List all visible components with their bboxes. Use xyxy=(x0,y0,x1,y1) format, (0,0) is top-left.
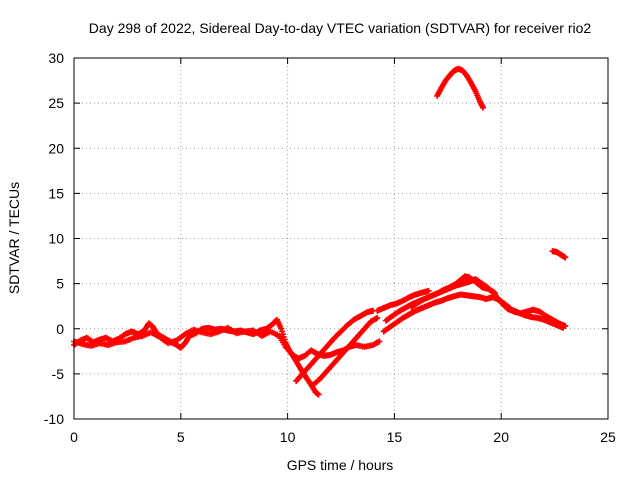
chart-title: Day 298 of 2022, Sidereal Day-to-day VTE… xyxy=(89,20,592,36)
series-track-e xyxy=(380,291,567,335)
series-track-b xyxy=(71,324,383,362)
x-axis-ticks: 0 5 10 15 20 25 xyxy=(70,58,616,445)
x-tick-label: 20 xyxy=(493,429,509,445)
x-tick-label: 15 xyxy=(387,429,403,445)
y-tick-label: 15 xyxy=(48,185,64,201)
x-axis-label: GPS time / hours xyxy=(287,457,394,473)
data-point xyxy=(562,254,569,261)
data-point xyxy=(562,323,569,330)
data-point xyxy=(374,314,381,321)
y-tick-label: 25 xyxy=(48,95,64,111)
series-track-d xyxy=(310,314,381,388)
data-point xyxy=(425,287,432,294)
y-tick-label: 0 xyxy=(56,321,64,337)
data-point xyxy=(376,338,383,345)
y-tick-label: -5 xyxy=(52,366,65,382)
x-tick-label: 25 xyxy=(600,429,616,445)
plot-frame xyxy=(73,57,609,420)
grid-lines xyxy=(74,58,608,419)
y-tick-label: -10 xyxy=(44,411,64,427)
series-track-j xyxy=(549,248,569,261)
y-axis-ticks: -10 -5 0 5 10 15 20 25 30 xyxy=(44,50,608,427)
x-tick-label: 0 xyxy=(70,429,78,445)
y-tick-label: 20 xyxy=(48,140,64,156)
series-track-h xyxy=(374,287,432,314)
data-points xyxy=(71,65,569,398)
y-tick-label: 10 xyxy=(48,231,64,247)
series-track-g xyxy=(408,273,498,311)
y-axis-label: SDTVAR / TECUs xyxy=(6,182,22,294)
x-tick-label: 10 xyxy=(280,429,296,445)
series-track-i xyxy=(434,65,487,111)
data-point xyxy=(315,391,322,398)
data-point xyxy=(491,289,498,296)
data-point xyxy=(480,104,487,111)
y-tick-label: 30 xyxy=(48,50,64,66)
series-track-c xyxy=(293,307,377,385)
x-tick-label: 5 xyxy=(177,429,185,445)
y-tick-label: 5 xyxy=(56,276,64,292)
